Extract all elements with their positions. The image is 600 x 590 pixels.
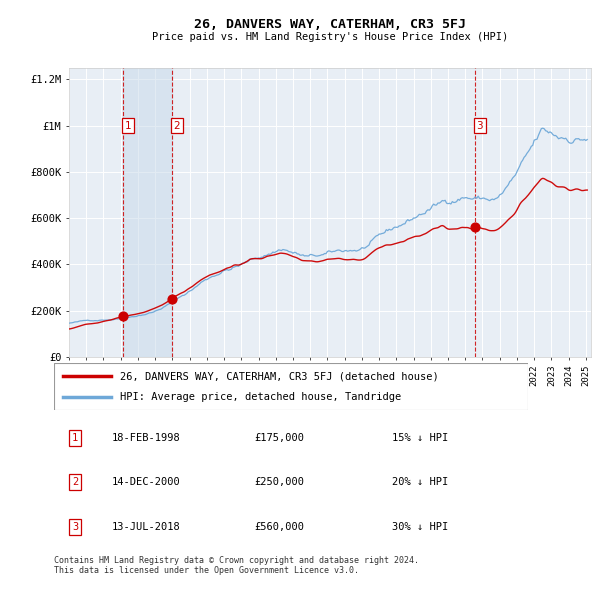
Text: 1: 1 — [125, 121, 131, 130]
Text: 2: 2 — [72, 477, 78, 487]
Text: 30% ↓ HPI: 30% ↓ HPI — [392, 522, 448, 532]
Text: £560,000: £560,000 — [254, 522, 305, 532]
Text: 3: 3 — [476, 121, 483, 130]
Bar — [123, 68, 172, 357]
Text: 13-JUL-2018: 13-JUL-2018 — [112, 522, 181, 532]
Text: 18-FEB-1998: 18-FEB-1998 — [112, 433, 181, 443]
Text: 2: 2 — [173, 121, 180, 130]
Text: 20% ↓ HPI: 20% ↓ HPI — [392, 477, 448, 487]
Point — [118, 312, 128, 321]
Text: 26, DANVERS WAY, CATERHAM, CR3 5FJ (detached house): 26, DANVERS WAY, CATERHAM, CR3 5FJ (deta… — [121, 371, 439, 381]
Text: £175,000: £175,000 — [254, 433, 305, 443]
Text: 26, DANVERS WAY, CATERHAM, CR3 5FJ: 26, DANVERS WAY, CATERHAM, CR3 5FJ — [194, 18, 466, 31]
Point — [470, 222, 479, 232]
Text: 14-DEC-2000: 14-DEC-2000 — [112, 477, 181, 487]
Text: Contains HM Land Registry data © Crown copyright and database right 2024.
This d: Contains HM Land Registry data © Crown c… — [54, 556, 419, 575]
Point — [167, 294, 176, 304]
Text: 3: 3 — [72, 522, 78, 532]
Text: HPI: Average price, detached house, Tandridge: HPI: Average price, detached house, Tand… — [121, 392, 401, 402]
Text: £250,000: £250,000 — [254, 477, 305, 487]
Text: Price paid vs. HM Land Registry's House Price Index (HPI): Price paid vs. HM Land Registry's House … — [152, 32, 508, 42]
Text: 15% ↓ HPI: 15% ↓ HPI — [392, 433, 448, 443]
Text: 1: 1 — [72, 433, 78, 443]
